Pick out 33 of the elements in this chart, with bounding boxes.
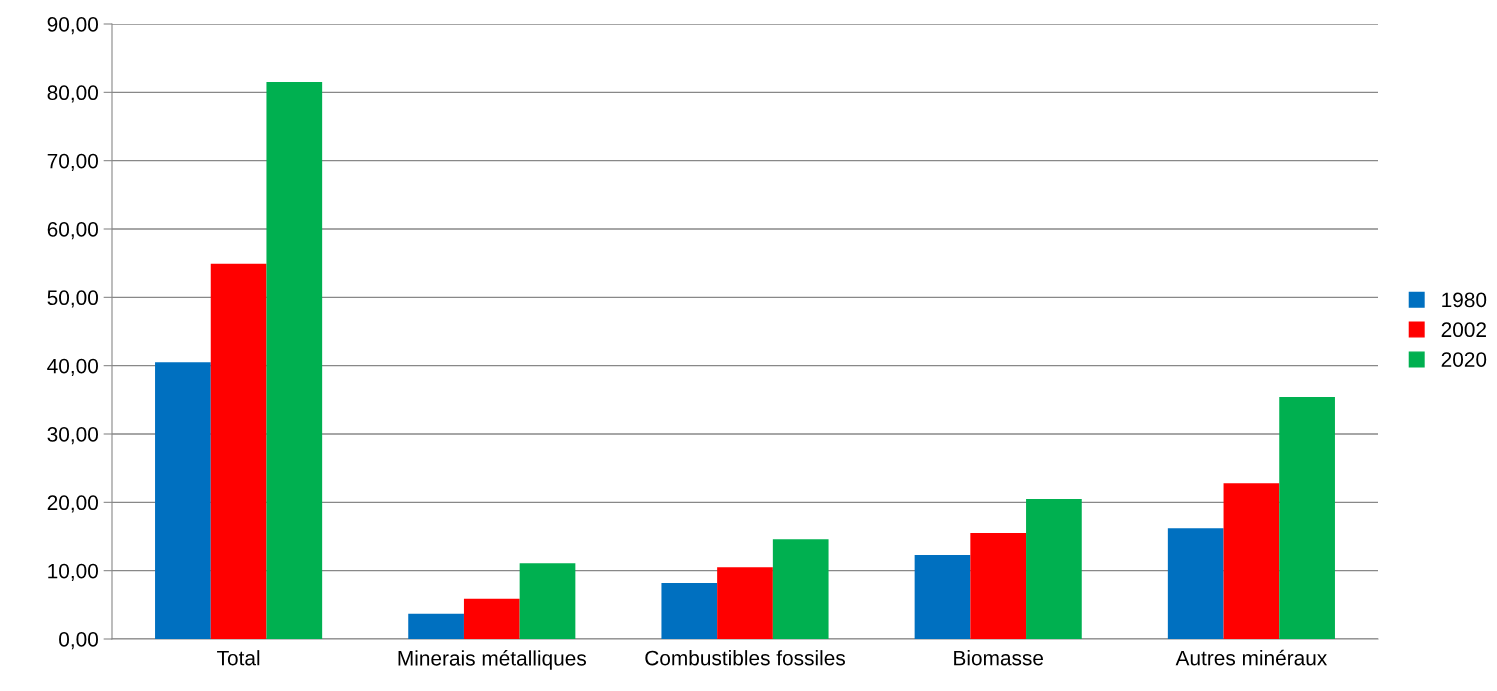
x-tick-label: Combustibles fossiles [645,650,845,666]
bar [1223,483,1280,639]
bar [1279,397,1335,639]
x-tick-label: Biomasse [954,650,1044,666]
bar [210,263,267,639]
bar [408,613,464,639]
bar [661,582,718,639]
legend-label: 2020 [1441,352,1487,367]
y-tick-label: 90,00 [47,17,98,35]
y-tick-label: 70,00 [47,153,98,171]
legend-label: 1980 [1442,292,1487,308]
x-tick-label: Autres minéraux [1175,649,1328,666]
bar [717,567,773,639]
bar [463,598,520,639]
legend-label: 2002 [1441,322,1486,338]
bar [1167,528,1224,639]
x-tick-label: Total [217,650,260,666]
y-tick-label: 0,00 [59,632,98,650]
bar [155,362,211,639]
y-tick-label: 50,00 [47,290,98,308]
y-tick-label: 80,00 [47,85,98,103]
x-tick-label: Minerais métalliques [398,650,586,670]
bar [970,533,1027,639]
y-tick-label: 20,00 [47,495,98,513]
bar [772,539,829,639]
bar [1026,498,1082,639]
y-tick-label: 40,00 [47,358,98,376]
bar [266,82,323,639]
y-tick-label: 60,00 [47,222,98,240]
bar [914,554,971,639]
bar [519,563,576,639]
y-tick-label: 10,00 [48,563,98,581]
y-tick-label: 30,00 [47,427,98,445]
